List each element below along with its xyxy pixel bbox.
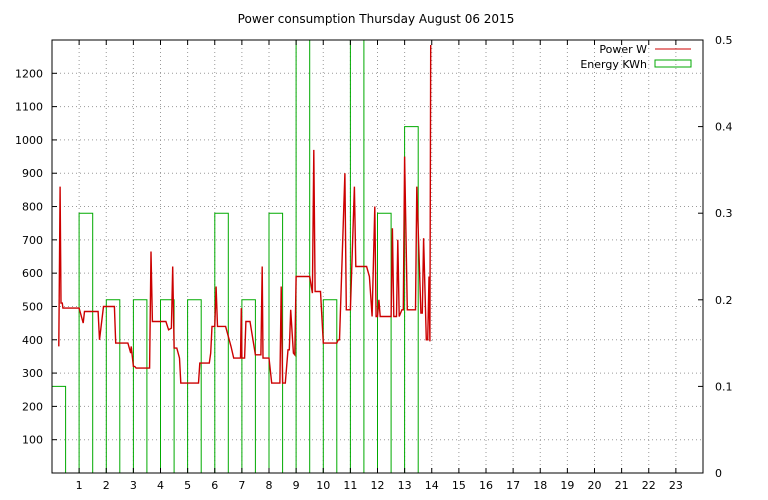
x-tick-label: 1 [76, 479, 83, 492]
x-tick-label: 17 [506, 479, 520, 492]
x-tick-label: 4 [157, 479, 164, 492]
x-tick-label: 5 [184, 479, 191, 492]
legend-label-energy: Energy KWh [580, 58, 647, 71]
x-tick-label: 11 [343, 479, 357, 492]
x-tick-label: 23 [669, 479, 683, 492]
x-tick-label: 16 [479, 479, 493, 492]
power-series-line [58, 44, 432, 384]
x-tick-label: 13 [398, 479, 412, 492]
y-left-tick-label: 1200 [15, 67, 43, 80]
x-tick-label: 19 [560, 479, 574, 492]
y-right-tick-label: 0.3 [715, 207, 733, 220]
y-left-tick-label: 700 [22, 234, 43, 247]
x-tick-label: 21 [615, 479, 629, 492]
legend-swatch-energy [654, 59, 692, 68]
y-right-tick-label: 0.1 [715, 380, 733, 393]
y-left-tick-label: 600 [22, 267, 43, 280]
y-left-tick-label: 200 [22, 400, 43, 413]
axis-layer: 1 2 3 4 5 6 7 8 9 10 11 12 13 14 15 16 17 18 19 20 21 22 23100… [15, 34, 733, 492]
legend-label-power: Power W [599, 43, 647, 56]
y-right-tick-label: 0.5 [715, 34, 733, 47]
x-tick-label: 7 [238, 479, 245, 492]
y-left-tick-label: 400 [22, 334, 43, 347]
x-tick-label: 3 [130, 479, 137, 492]
y-right-tick-label: 0.2 [715, 294, 733, 307]
y-left-tick-label: 1100 [15, 101, 43, 114]
x-tick-label: 2 [103, 479, 110, 492]
x-tick-label: 8 [266, 479, 273, 492]
energy-series-line [52, 39, 432, 474]
x-tick-label: 20 [588, 479, 602, 492]
y-left-tick-label: 1000 [15, 134, 43, 147]
x-tick-label: 9 [293, 479, 300, 492]
y-left-tick-label: 300 [22, 367, 43, 380]
x-tick-label: 6 [211, 479, 218, 492]
x-tick-label: 15 [452, 479, 466, 492]
y-right-tick-label: 0 [715, 467, 722, 480]
x-tick-label: 12 [371, 479, 385, 492]
energy-series-layer [52, 39, 432, 474]
chart-title: Power consumption Thursday August 06 201… [238, 12, 515, 26]
y-left-tick-label: 500 [22, 300, 43, 313]
y-left-tick-label: 800 [22, 201, 43, 214]
legend: Power W Energy KWh [580, 43, 692, 71]
power-series-layer [58, 44, 432, 384]
x-tick-label: 10 [316, 479, 330, 492]
y-left-tick-label: 100 [22, 434, 43, 447]
y-left-tick-label: 900 [22, 167, 43, 180]
x-tick-label: 14 [425, 479, 439, 492]
x-tick-label: 22 [642, 479, 656, 492]
y-right-tick-label: 0.4 [715, 121, 733, 134]
x-tick-label: 18 [533, 479, 547, 492]
